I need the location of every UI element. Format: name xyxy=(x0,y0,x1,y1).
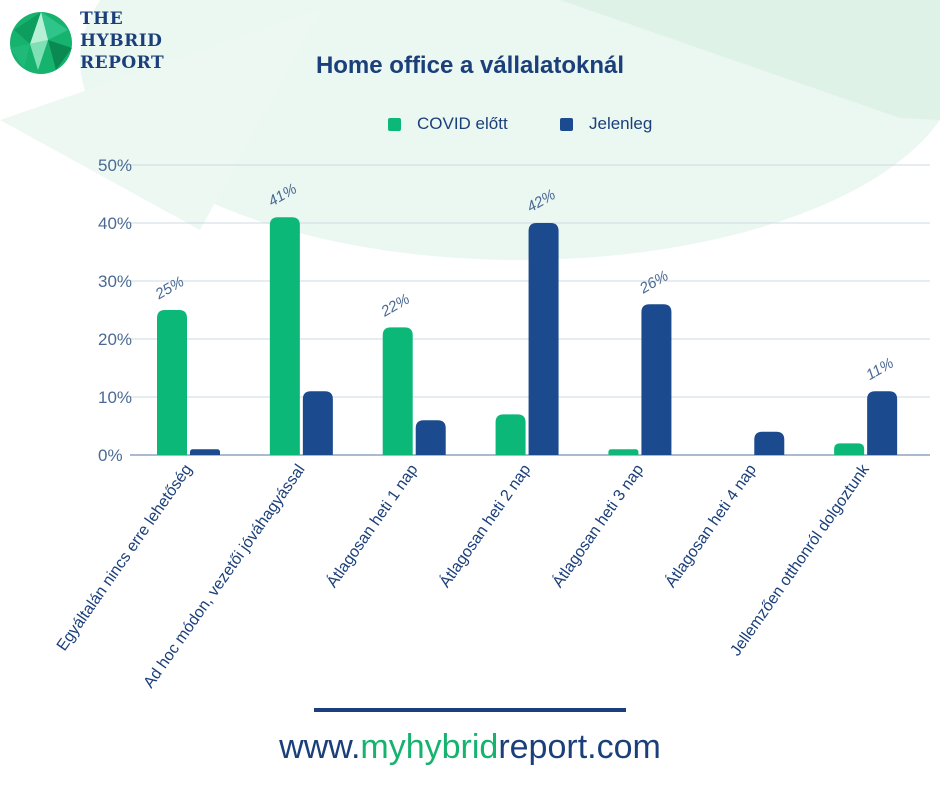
y-tick-label: 50% xyxy=(98,156,132,175)
footer-url-middle: report xyxy=(498,728,588,766)
x-tick-label: Átlagosan heti 2 nap xyxy=(435,460,534,590)
bar-covid xyxy=(269,217,300,455)
footer-url[interactable]: www.myhybridreport.com xyxy=(0,728,940,767)
y-tick-label: 0% xyxy=(98,446,123,465)
data-label: 42% xyxy=(524,186,559,216)
data-label: 25% xyxy=(152,273,187,303)
chart-title-container: Home office a vállalatoknál xyxy=(0,52,940,80)
legend-label-current: Jelenleg xyxy=(589,114,653,133)
x-tick-label: Átlagosan heti 3 nap xyxy=(548,460,647,590)
bar-covid xyxy=(834,443,865,455)
footer-divider xyxy=(314,708,626,712)
legend-label-covid: COVID előtt xyxy=(417,114,508,133)
bar-current xyxy=(190,449,220,455)
y-tick-label: 30% xyxy=(98,272,132,291)
y-tick-label: 40% xyxy=(98,214,132,233)
logo-line-1: THE xyxy=(80,9,124,29)
logo-wordmark: THE HYBRID REPORT xyxy=(80,8,164,74)
data-label: 26% xyxy=(636,267,671,297)
bar-chart: 0% 10% 20% 30% 40% 50% Egyáltalán nincs erre l… xyxy=(54,156,930,691)
footer-url-accent: myhybrid xyxy=(360,728,499,766)
y-tick-label: 10% xyxy=(98,388,132,407)
bar-current xyxy=(754,431,785,455)
y-tick-label: 20% xyxy=(98,330,132,349)
bar-current xyxy=(867,391,898,455)
x-tick-label: Egyáltalán nincs erre lehetőség xyxy=(54,462,196,655)
data-label: 22% xyxy=(377,291,412,321)
x-tick-label: Átlagosan heti 1 nap xyxy=(322,460,421,590)
legend-item-covid: COVID előtt xyxy=(388,114,508,134)
data-label: 11% xyxy=(863,355,897,384)
bar-current xyxy=(415,420,446,455)
footer-url-prefix: www. xyxy=(279,728,361,766)
bar-current xyxy=(528,223,559,455)
bar-current xyxy=(641,304,672,455)
x-tick-label: Átlagosan heti 4 nap xyxy=(661,460,760,590)
bar-covid xyxy=(382,327,413,455)
x-tick-label: Jellemzően otthonról dolgoztunk xyxy=(727,461,873,660)
chart-title: Home office a vállalatoknál xyxy=(315,52,625,79)
bar-covid xyxy=(495,414,526,455)
legend-swatch-current xyxy=(560,117,573,131)
logo-line-3: REPORT xyxy=(80,53,165,73)
logo-icon xyxy=(10,12,72,74)
bar-current xyxy=(302,391,333,455)
legend-item-current: Jelenleg xyxy=(560,114,652,134)
bar-covid xyxy=(608,449,639,455)
data-label: 41% xyxy=(265,180,300,210)
legend: COVID előtt Jelenleg xyxy=(0,114,940,138)
footer-url-suffix: .com xyxy=(587,728,661,766)
logo-line-2: HYBRID xyxy=(80,31,163,51)
bar-covid xyxy=(157,310,187,455)
legend-swatch-covid xyxy=(388,117,401,131)
